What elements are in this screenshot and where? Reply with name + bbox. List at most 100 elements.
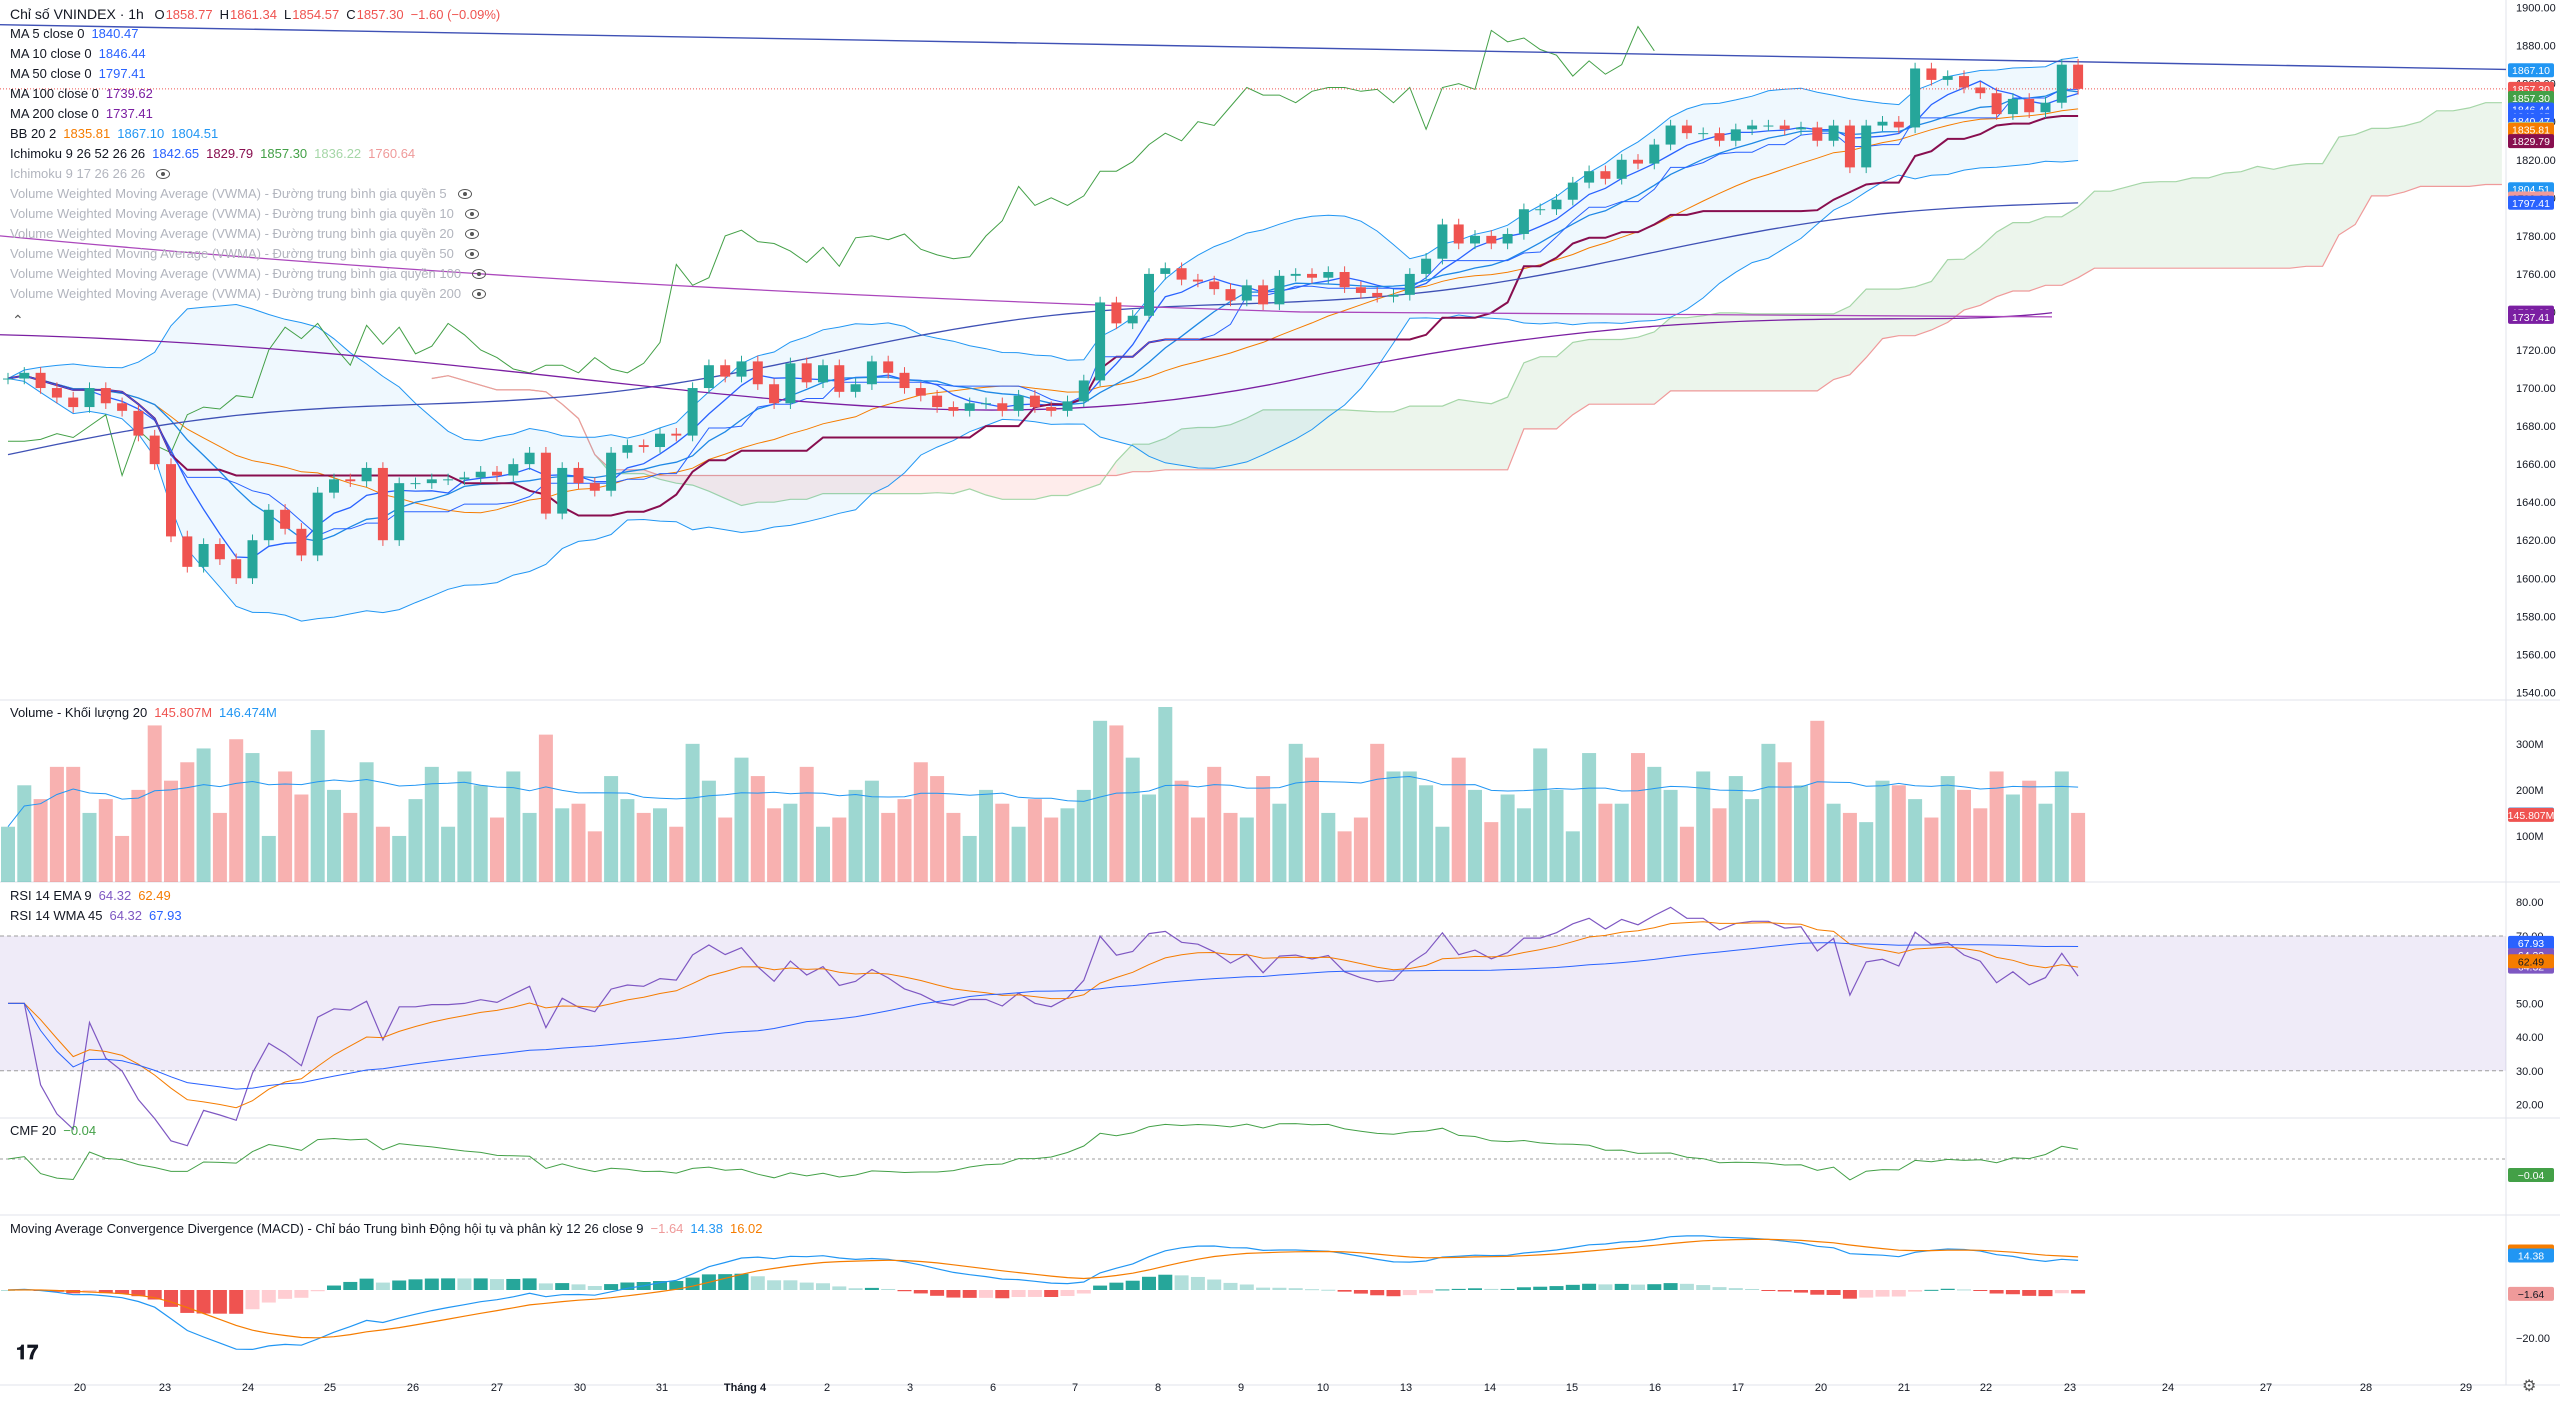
volume-bar	[734, 757, 749, 882]
price-tick-label: 1720.00	[2516, 345, 2556, 357]
volume-bar	[1794, 785, 1808, 882]
macd-histogram	[1, 1273, 2086, 1314]
candle	[981, 397, 991, 409]
legend-row[interactable]: MA 10 close 0 1846.44	[10, 44, 493, 64]
legend-name: Ichimoku 9 17 26 26 26	[10, 166, 146, 181]
candle	[133, 405, 144, 442]
legend-row-hidden[interactable]: Volume Weighted Moving Average (VWMA) - …	[10, 224, 493, 244]
macd-bar	[1386, 1290, 1401, 1297]
volume-bar	[457, 771, 472, 882]
gear-icon[interactable]: ⚙	[2522, 1378, 2537, 1395]
eye-hidden-icon[interactable]	[156, 169, 171, 179]
macd-bar	[669, 1280, 684, 1290]
candle-body	[1633, 159, 1643, 164]
eye-hidden-icon[interactable]	[457, 189, 472, 199]
macd-bar	[1158, 1274, 1173, 1290]
cloud-segment	[1686, 315, 1704, 391]
macd-bar	[1125, 1280, 1140, 1290]
eye-hidden-icon[interactable]	[464, 249, 479, 259]
legend-row[interactable]: MA 200 close 0 1737.41	[10, 104, 493, 124]
candle-body	[720, 365, 731, 377]
candle	[231, 553, 242, 584]
macd-bar	[1027, 1290, 1042, 1297]
cloud-segment	[2029, 216, 2046, 292]
volume-bar	[1419, 785, 1434, 882]
volume-bar	[1093, 720, 1108, 882]
cloud-segment	[790, 475, 807, 500]
legend-row-hidden[interactable]: Ichimoku 9 17 26 26 26	[10, 164, 493, 184]
eye-hidden-icon[interactable]	[472, 289, 487, 299]
macd-line	[7, 1235, 2079, 1351]
candle-body	[1176, 268, 1187, 280]
cloud-segment	[1132, 444, 1149, 472]
candle	[1421, 252, 1432, 280]
volume-bar	[1663, 789, 1678, 882]
badge-label: 1829.79	[2512, 136, 2550, 148]
cloud-segment	[1670, 317, 1687, 391]
legend-row-hidden[interactable]: Volume Weighted Moving Average (VWMA) - …	[10, 184, 493, 204]
volume-bar	[1631, 753, 1645, 882]
candle-body	[655, 433, 665, 448]
cloud-segment	[1409, 406, 1427, 470]
candle-body	[948, 407, 959, 411]
legend-row[interactable]: MA 5 close 0 1840.47	[10, 24, 493, 44]
eye-hidden-icon[interactable]	[464, 209, 479, 219]
candle-body	[1111, 302, 1122, 324]
cloud-segment	[2485, 102, 2502, 185]
cloud-segment	[692, 475, 709, 492]
candle-body	[1681, 125, 1692, 134]
candle	[475, 466, 486, 484]
candles	[3, 58, 2084, 584]
volume-bar	[2071, 812, 2086, 882]
cloud-segment	[660, 475, 677, 484]
candle-body	[2056, 64, 2067, 103]
macd-bar	[913, 1290, 928, 1294]
candle	[492, 466, 502, 482]
candle-body	[475, 471, 486, 478]
ohlc-value: 1861.34	[229, 7, 277, 22]
eye-hidden-icon[interactable]	[472, 269, 487, 279]
macd-bar	[180, 1290, 195, 1313]
eye-hidden-icon[interactable]	[464, 229, 479, 239]
legend-name: MA 200 close 0	[10, 106, 99, 121]
volume-bar	[2054, 771, 2069, 882]
x-tick-label: 3	[907, 1382, 913, 1394]
volume-bar	[1582, 753, 1597, 882]
cloud-segment	[871, 475, 889, 494]
collapse-legend-icon[interactable]: ⌃	[12, 312, 24, 328]
legend-row-hidden[interactable]: Volume Weighted Moving Average (VWMA) - …	[10, 204, 493, 224]
rsi-line	[8, 906, 2079, 1147]
candle-body	[1502, 233, 1513, 244]
badge-bg	[2508, 1168, 2554, 1182]
tradingview-logo-icon[interactable]: 𝟏𝟕	[16, 1340, 39, 1364]
candle-body	[2073, 64, 2084, 89]
candle-body	[296, 528, 307, 556]
legend-name: Volume - Khối lượng 20	[10, 705, 148, 720]
legend-row-hidden[interactable]: Volume Weighted Moving Average (VWMA) - …	[10, 284, 493, 304]
legend-row[interactable]: BB 20 2 1835.81 1867.10 1804.51	[10, 124, 493, 144]
macd-bar	[1256, 1287, 1271, 1290]
volume-bar	[424, 766, 439, 882]
candle-body	[1095, 302, 1106, 381]
legend-row[interactable]: Ichimoku 9 26 52 26 26 1842.65 1829.79 1857…	[10, 144, 493, 164]
candle	[1078, 374, 1089, 408]
legend-row-hidden[interactable]: Volume Weighted Moving Average (VWMA) - …	[10, 244, 493, 264]
volume-bar	[1125, 757, 1140, 882]
candle	[622, 439, 633, 459]
legend-row[interactable]: MA 100 close 0 1739.62	[10, 84, 493, 104]
candle	[1861, 119, 1872, 174]
legend-row[interactable]: MA 50 close 0 1797.41	[10, 64, 493, 84]
macd-bar	[1402, 1290, 1417, 1296]
cloud-segment	[1964, 247, 1981, 311]
macd-bar	[1712, 1287, 1727, 1290]
legend-row-hidden[interactable]: Volume Weighted Moving Average (VWMA) - …	[10, 264, 493, 284]
cloud-segment	[1279, 409, 1296, 470]
candle-body	[492, 471, 502, 476]
macd-bar	[2022, 1290, 2037, 1296]
macd-bar	[1810, 1290, 1825, 1295]
price-tick-label: 1640.00	[2516, 497, 2556, 509]
symbol-title[interactable]: Chỉ số VNINDEX · 1h	[10, 6, 144, 22]
candle-body	[1339, 272, 1350, 288]
volume-bar	[1239, 817, 1254, 882]
